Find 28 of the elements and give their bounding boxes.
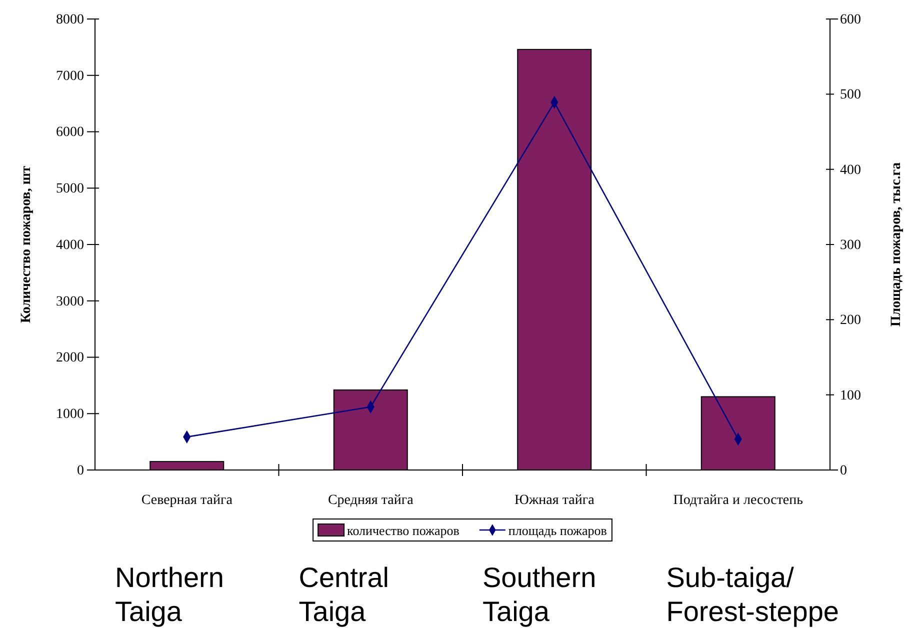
y-axis-title: Количество пожаров, шт xyxy=(19,166,34,324)
y2-tick-label: 300 xyxy=(840,238,861,253)
x-tick-label: Северная тайга xyxy=(141,492,234,508)
y2-tick-label: 500 xyxy=(840,88,861,103)
y2-tick-label: 600 xyxy=(840,12,861,28)
text: Southern Taiga xyxy=(482,562,596,627)
x-tick-label: Подтайга и лесостепь xyxy=(673,492,804,508)
legend-label: количество пожаров xyxy=(347,523,460,538)
y-tick-label: 1000 xyxy=(56,407,84,422)
y-tick-label: 6000 xyxy=(56,125,84,140)
text: Northern Taiga xyxy=(115,562,224,627)
y2-tick-label: 100 xyxy=(840,388,861,404)
y-tick-label: 3000 xyxy=(56,294,84,310)
text: Central Taiga xyxy=(298,562,390,627)
y2-tick-label: 0 xyxy=(840,463,847,478)
x-tick-label: Южная тайга xyxy=(514,492,596,508)
y-tick-label: 4000 xyxy=(56,238,84,253)
y2-axis-title: Площадь пожаров, тыс.га xyxy=(889,162,904,327)
y-tick-label: 0 xyxy=(77,463,84,478)
x-tick-label: Средняя тайга xyxy=(328,492,414,508)
y-tick-label: 7000 xyxy=(56,68,84,84)
y2-tick-label: 200 xyxy=(840,313,861,328)
y2-tick-label: 400 xyxy=(840,162,861,178)
y-tick-label: 5000 xyxy=(56,182,84,197)
legend-label: площадь пожаров xyxy=(508,523,607,538)
text: Sub-taiga/ Forest-steppe xyxy=(666,562,839,627)
y-tick-label: 8000 xyxy=(56,12,84,28)
y-tick-label: 2000 xyxy=(56,350,84,366)
